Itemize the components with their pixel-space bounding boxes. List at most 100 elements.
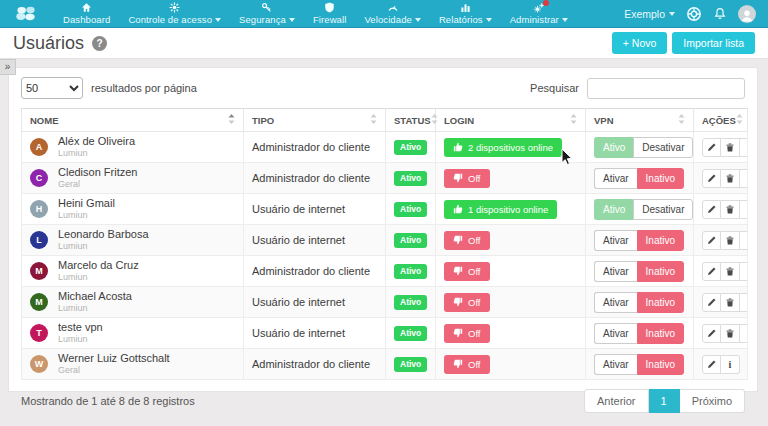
edit-button[interactable] (702, 169, 721, 188)
import-list-button[interactable]: Importar lista (672, 32, 755, 54)
avatar: T (30, 324, 48, 342)
vpn-deactivate-button[interactable]: Desativar (633, 137, 693, 158)
login-status-text: Off (468, 297, 481, 308)
nav-item-administrar[interactable]: Administrar (501, 0, 577, 28)
col-header-acoes[interactable]: AÇÕES (694, 109, 748, 132)
delete-button[interactable] (721, 231, 740, 250)
login-badge[interactable]: Off (444, 324, 490, 343)
page-number-button[interactable]: 1 (649, 389, 680, 413)
avatar: C (30, 169, 48, 187)
table-row: L Leonardo Barbosa Lumiun Usuário de int… (22, 225, 748, 256)
search-label: Pesquisar (530, 82, 579, 94)
edit-button[interactable] (702, 231, 721, 250)
notifications-bell-icon[interactable] (713, 6, 727, 21)
row-actions: i (702, 324, 748, 343)
previous-page-button[interactable]: Anterior (584, 389, 649, 413)
page-size-select[interactable]: 50 (21, 77, 83, 99)
col-header-vpn[interactable]: VPN (586, 109, 694, 132)
col-header-status[interactable]: STATUS (386, 109, 436, 132)
edit-button[interactable] (702, 138, 721, 157)
login-status-text: Off (468, 266, 481, 277)
info-button[interactable]: i (721, 355, 740, 374)
col-header-tipo[interactable]: TIPO (244, 109, 386, 132)
shield-icon (324, 2, 335, 13)
vpn-active-button[interactable]: Ativo (594, 199, 633, 220)
status-badge: Ativo (394, 326, 427, 341)
vpn-inactive-button[interactable]: Inativo (637, 292, 684, 313)
thumb-icon (453, 235, 463, 245)
nav-item-dashboard[interactable]: Dashboard (54, 0, 119, 28)
help-icon[interactable]: ? (92, 36, 107, 51)
account-menu[interactable]: Exemplo (624, 8, 675, 20)
page-title: Usuários (13, 33, 84, 54)
vpn-activate-button[interactable]: Ativar (594, 168, 637, 189)
login-badge[interactable]: Off (444, 355, 490, 374)
user-type: Administrador do cliente (244, 163, 386, 194)
vpn-inactive-button[interactable]: Inativo (637, 168, 684, 189)
info-button[interactable]: i (740, 200, 748, 219)
sidebar-expand-button[interactable]: » (0, 59, 16, 75)
delete-button[interactable] (721, 324, 740, 343)
vpn-activate-button[interactable]: Ativar (594, 354, 637, 375)
vpn-activate-button[interactable]: Ativar (594, 261, 637, 282)
col-header-nome[interactable]: NOME (22, 109, 244, 132)
col-header-login[interactable]: LOGIN (436, 109, 586, 132)
nav-item-firewall[interactable]: Firewall (304, 0, 356, 28)
delete-button[interactable] (721, 262, 740, 281)
nav-item-segurança[interactable]: Segurança (230, 0, 304, 28)
vpn-inactive-button[interactable]: Inativo (637, 354, 684, 375)
user-name: Michael Acosta (58, 290, 132, 302)
nav-item-velocidade[interactable]: Velocidade (355, 0, 429, 28)
vpn-inactive-button[interactable]: Inativo (637, 323, 684, 344)
info-button[interactable]: i (740, 231, 748, 250)
search-input[interactable] (587, 78, 745, 99)
fan-icon (169, 2, 180, 13)
login-badge[interactable]: Off (444, 169, 490, 188)
edit-button[interactable] (702, 355, 721, 374)
vpn-deactivate-button[interactable]: Desativar (633, 199, 693, 220)
login-badge[interactable]: 1 dispositivo online (444, 200, 557, 219)
info-button[interactable]: i (740, 293, 748, 312)
login-badge[interactable]: Off (444, 231, 490, 250)
home-icon (81, 2, 92, 13)
info-button[interactable]: i (740, 138, 748, 157)
delete-button[interactable] (721, 200, 740, 219)
vpn-activate-button[interactable]: Ativar (594, 292, 637, 313)
edit-button[interactable] (702, 200, 721, 219)
user-name: Marcelo da Cruz (58, 259, 139, 271)
login-status-text: Off (468, 359, 481, 370)
vpn-inactive-button[interactable]: Inativo (637, 230, 684, 251)
top-navbar: Dashboard Controle de acesso Segurança F… (0, 0, 768, 28)
edit-button[interactable] (702, 293, 721, 312)
delete-button[interactable] (721, 138, 740, 157)
vpn-inactive-button[interactable]: Inativo (637, 261, 684, 282)
next-page-button[interactable]: Próximo (680, 389, 745, 413)
vpn-activate-button[interactable]: Ativar (594, 230, 637, 251)
login-badge[interactable]: Off (444, 293, 490, 312)
support-lifebuoy-icon[interactable] (686, 6, 702, 22)
table-row: T teste vpn Lumiun Usuário de internet A… (22, 318, 748, 349)
delete-button[interactable] (721, 293, 740, 312)
login-badge[interactable]: 2 dispositivos online (444, 138, 562, 157)
nav-item-relatórios[interactable]: Relatórios (430, 0, 501, 28)
title-bar: Usuários ? + Novo Importar lista (0, 28, 768, 59)
chevron-down-icon (486, 18, 492, 22)
brand-logo-icon[interactable] (14, 5, 40, 22)
login-badge[interactable]: Off (444, 262, 490, 281)
vpn-active-button[interactable]: Ativo (594, 137, 633, 158)
new-user-button[interactable]: + Novo (612, 32, 668, 54)
info-button[interactable]: i (740, 324, 748, 343)
row-actions: i (702, 169, 748, 188)
edit-button[interactable] (702, 324, 721, 343)
nav-item-controle-de-acesso[interactable]: Controle de acesso (119, 0, 230, 28)
user-avatar[interactable] (738, 5, 756, 23)
edit-button[interactable] (702, 262, 721, 281)
avatar: M (30, 262, 48, 280)
sort-icon (431, 114, 438, 126)
info-button[interactable]: i (740, 262, 748, 281)
info-button[interactable]: i (740, 169, 748, 188)
vpn-toggle: Ativar Inativo (594, 354, 684, 375)
vpn-activate-button[interactable]: Ativar (594, 323, 637, 344)
row-actions: i (702, 355, 740, 374)
delete-button[interactable] (721, 169, 740, 188)
